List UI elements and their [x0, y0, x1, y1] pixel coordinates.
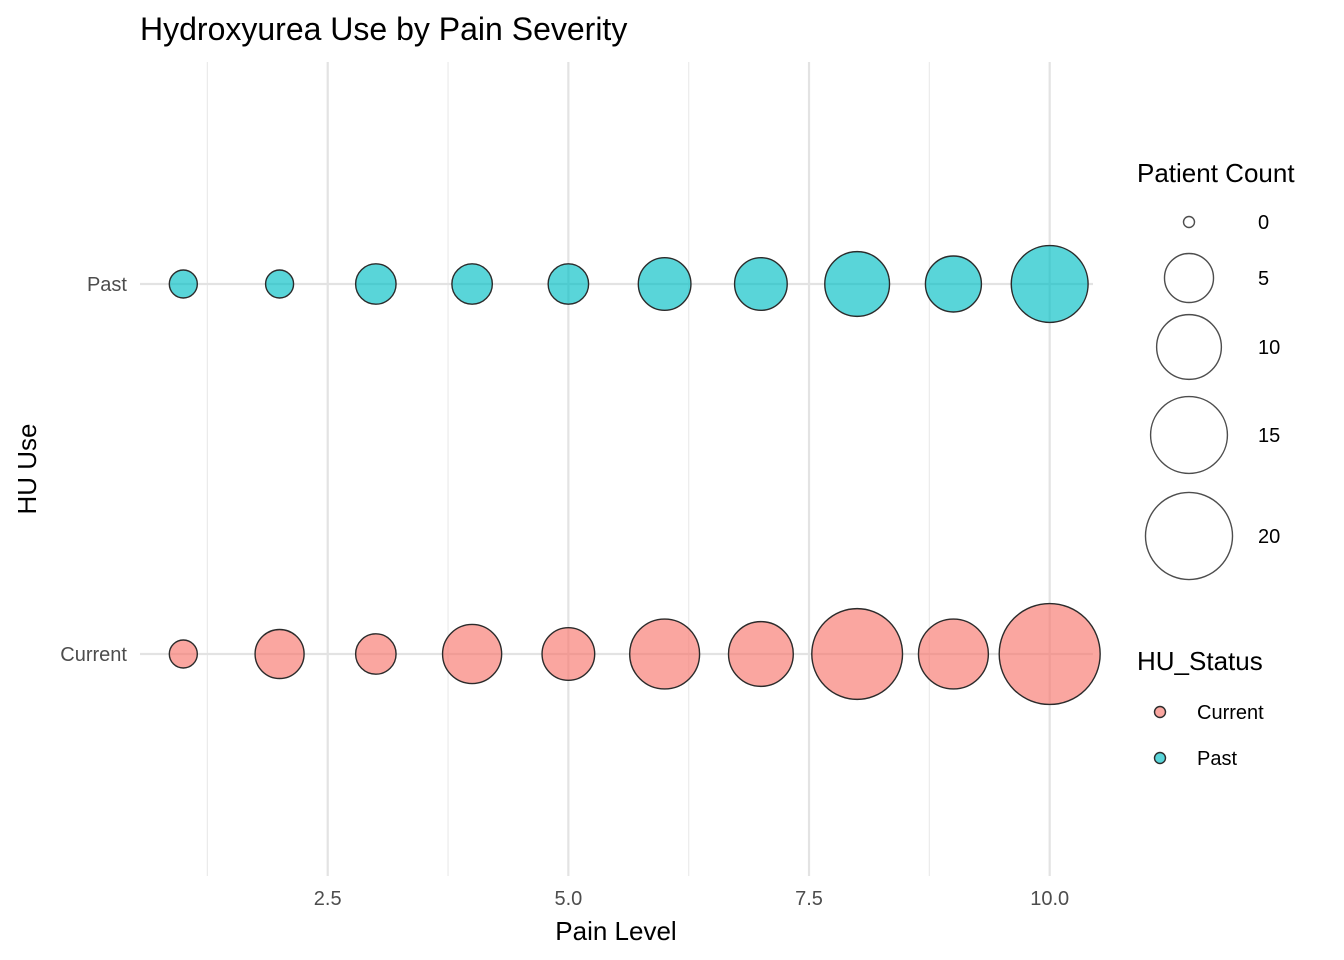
- color-legend: HU_Status Current Past: [1137, 646, 1264, 770]
- x-tick-label: 7.5: [795, 888, 823, 910]
- size-legend-label: 0: [1258, 212, 1269, 234]
- x-tick-label: 2.5: [314, 888, 342, 910]
- size-legend-key: [1155, 313, 1223, 381]
- x-axis-title: Pain Level: [555, 916, 676, 946]
- bubble-past: [451, 263, 494, 305]
- bubble-past: [264, 269, 295, 299]
- size-legend-title: Patient Count: [1137, 158, 1295, 188]
- bubble-past: [547, 263, 590, 305]
- bubble-past: [354, 263, 397, 305]
- y-axis-title: HU Use: [12, 423, 42, 514]
- bubble-current: [441, 623, 503, 685]
- bubble-current: [628, 618, 701, 690]
- bubble-current: [727, 620, 794, 688]
- x-tick-label: 5.0: [554, 888, 582, 910]
- size-legend-key: [1163, 252, 1215, 304]
- color-legend-key: [1153, 751, 1167, 765]
- bubble-past: [733, 256, 788, 312]
- bubble-current: [354, 633, 397, 675]
- bubble-current: [917, 618, 990, 690]
- chart-title: Hydroxyurea Use by Pain Severity: [140, 11, 627, 47]
- bubble-past: [168, 269, 199, 299]
- color-legend-label: Past: [1197, 748, 1237, 770]
- y-tick-label: Past: [87, 274, 127, 296]
- bubble-past: [924, 255, 983, 313]
- size-legend-label: 15: [1258, 425, 1280, 447]
- color-legend-title: HU_Status: [1137, 646, 1263, 676]
- bubble-current: [811, 607, 904, 701]
- color-legend-label: Current: [1197, 702, 1264, 724]
- size-legend-key: [1149, 395, 1229, 475]
- size-legend: Patient Count 0 5 10 15 20: [1137, 158, 1295, 581]
- y-tick-label: Current: [60, 644, 127, 666]
- size-legend-key: [1144, 491, 1234, 581]
- bubble-past: [824, 250, 891, 318]
- data-points: [168, 244, 1101, 706]
- size-legend-key: [1182, 215, 1196, 229]
- bubble-past: [637, 256, 692, 312]
- y-axis-ticks: Current Past: [60, 274, 127, 666]
- bubble-current: [541, 626, 596, 682]
- grid-lines: [140, 62, 1093, 876]
- size-legend-label: 5: [1258, 268, 1269, 290]
- bubble-current: [254, 628, 305, 680]
- x-tick-label: 10.0: [1030, 888, 1069, 910]
- bubble-current: [998, 602, 1101, 706]
- x-axis-ticks: 2.5 5.0 7.5 10.0: [314, 888, 1069, 910]
- size-legend-label: 10: [1258, 337, 1280, 359]
- size-legend-label: 20: [1258, 526, 1280, 548]
- color-legend-key: [1153, 705, 1167, 719]
- bubble-current: [168, 639, 199, 669]
- bubble-past: [1010, 244, 1089, 324]
